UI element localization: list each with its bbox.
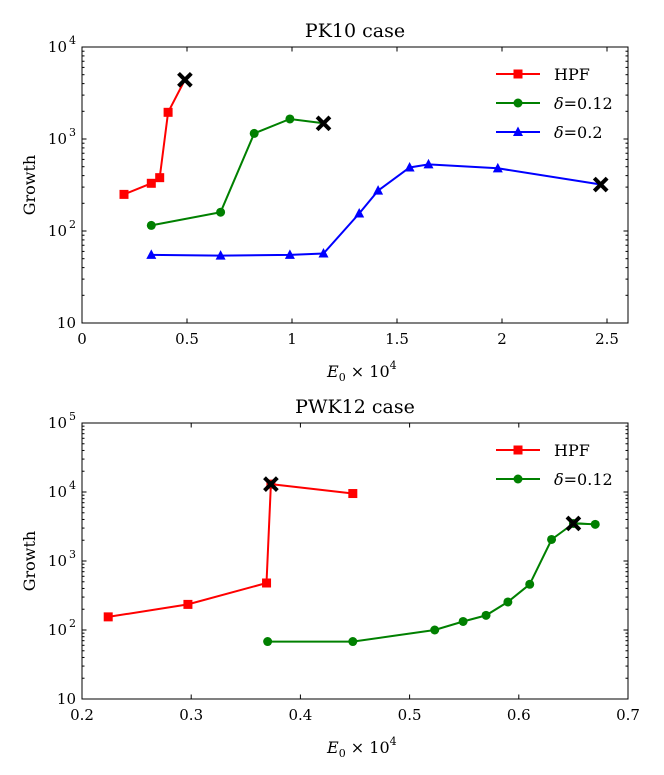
x-tick-label: 2 [497, 330, 507, 348]
y-axis-label: Growth [20, 531, 39, 592]
axes-frame [81, 422, 629, 700]
x-tick-label: 0.7 [616, 706, 640, 724]
data-point [263, 637, 273, 647]
y-tick-label: 10 2 [48, 617, 76, 639]
x-tick-label: 0.5 [398, 706, 422, 724]
y-tick-label: 10 3 [48, 548, 76, 570]
series-line [267, 522, 596, 643]
legend: HPF δ=0.12 [496, 441, 613, 489]
series-square-1 [103, 476, 358, 622]
data-point [318, 247, 329, 258]
data-point [262, 578, 272, 588]
data-point [183, 599, 193, 609]
x-tick-label: 0.6 [507, 706, 531, 724]
data-point [215, 250, 226, 260]
data-point [284, 249, 295, 259]
legend-marker [513, 126, 523, 136]
legend-label: δ=0.12 [554, 470, 613, 489]
legend-marker [513, 69, 523, 79]
series-line [108, 482, 353, 618]
data-point [423, 158, 434, 169]
series-line [151, 163, 601, 257]
data-point [348, 637, 358, 647]
chart-1: PK10 case 10 10 2 10 3 10 4 0 0.5 1 1.5 2 2.5 E0 × 104… [20, 20, 629, 384]
endpoint-x-marker [592, 176, 609, 193]
endpoint-x-marker [177, 71, 193, 88]
series-circle-2 [263, 515, 600, 647]
x-axis-label: E0 × 104 [326, 359, 397, 384]
series-triangle-3 [146, 158, 609, 260]
data-point [146, 178, 156, 188]
axes-frame [81, 46, 629, 324]
y-tick-label: 10 5 [48, 410, 76, 432]
x-tick-label: 2.5 [595, 330, 619, 348]
data-point [285, 114, 295, 124]
data-point [525, 579, 535, 589]
data-point [430, 625, 440, 635]
legend-marker [513, 98, 523, 108]
chart-title: PWK12 case [295, 396, 415, 418]
series-line [123, 79, 186, 196]
y-tick-label: 10 [57, 314, 76, 332]
data-point [373, 185, 384, 195]
data-point [354, 207, 365, 218]
series-line [151, 117, 324, 227]
y-tick-label: 10 3 [48, 126, 76, 148]
y-tick-label: 10 [57, 690, 76, 708]
y-tick-label: 10 4 [48, 479, 76, 501]
legend-marker [513, 445, 523, 455]
data-point [458, 616, 468, 626]
x-tick-label: 0 [77, 330, 87, 348]
legend-label: δ=0.12 [554, 94, 613, 113]
data-point [404, 162, 415, 172]
data-point [103, 612, 113, 622]
data-point [216, 207, 226, 217]
legend: HPF δ=0.12 δ=0.2 [496, 65, 613, 142]
data-point [155, 173, 165, 183]
chart-title: PK10 case [305, 20, 405, 42]
data-point [146, 220, 156, 230]
data-point [481, 610, 491, 620]
x-tick-label: 0.4 [288, 706, 312, 724]
x-tick-label: 1 [287, 330, 297, 348]
x-tick-label: 0.5 [175, 330, 199, 348]
legend-label: HPF [554, 441, 590, 460]
data-point [492, 162, 503, 173]
endpoint-x-marker [263, 476, 279, 492]
y-tick-label: 10 2 [48, 218, 76, 240]
data-point [119, 189, 129, 199]
legend-label: HPF [554, 65, 590, 84]
endpoint-x-marker [315, 115, 332, 132]
data-point [348, 489, 358, 499]
x-tick-label: 0.3 [179, 706, 203, 724]
series-square-1 [119, 71, 193, 199]
x-axis-label: E0 × 104 [326, 735, 397, 760]
data-point [249, 128, 259, 138]
endpoint-x-marker [565, 515, 582, 532]
y-tick-label: 10 4 [48, 34, 76, 56]
x-tick-label: 0.2 [70, 706, 94, 724]
legend-label: δ=0.2 [554, 123, 603, 142]
series-circle-2 [146, 114, 332, 230]
legend-marker [513, 474, 523, 484]
data-point [503, 597, 513, 607]
data-point [163, 107, 173, 117]
x-tick-label: 1.5 [385, 330, 409, 348]
data-point [146, 249, 157, 259]
data-point [547, 534, 557, 544]
y-axis-label: Growth [20, 155, 39, 216]
data-point [590, 519, 600, 529]
